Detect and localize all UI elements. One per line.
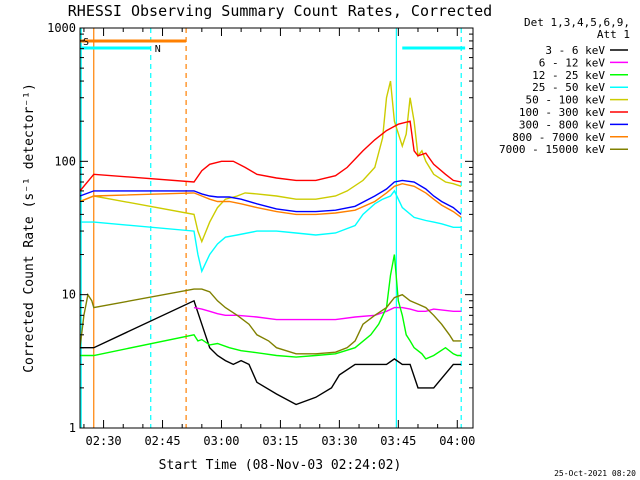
series-line-2 bbox=[80, 254, 462, 360]
series-line-4 bbox=[80, 80, 462, 244]
series-line-0 bbox=[80, 299, 462, 406]
legend-label-6: 300 - 800 keV bbox=[519, 118, 605, 131]
x-tick-label: 03:00 bbox=[203, 434, 239, 448]
flag-label-S: S bbox=[83, 37, 89, 48]
legend-label-3: 25 - 50 keV bbox=[532, 81, 605, 94]
x-tick-label: 02:45 bbox=[144, 434, 180, 448]
legend-label-7: 800 - 7000 keV bbox=[512, 131, 605, 144]
x-tick-label: 03:15 bbox=[262, 434, 298, 448]
x-tick-label: 02:30 bbox=[86, 434, 122, 448]
legend-label-0: 3 - 6 keV bbox=[545, 44, 605, 57]
legend-label-8: 7000 - 15000 keV bbox=[499, 143, 605, 156]
timestamp: 25-Oct-2021 08:20 bbox=[554, 469, 636, 478]
y-tick-label: 100 bbox=[54, 154, 76, 168]
x-tick-label: 03:45 bbox=[380, 434, 416, 448]
plot-frame bbox=[79, 27, 474, 429]
chart-title: RHESSI Observing Summary Count Rates, Co… bbox=[68, 2, 492, 20]
x-tick-label: 03:30 bbox=[321, 434, 357, 448]
y-tick-label: 10 bbox=[62, 288, 76, 302]
legend-label-4: 50 - 100 keV bbox=[526, 94, 606, 107]
series-line-5 bbox=[80, 120, 462, 192]
y-tick-label: 1000 bbox=[47, 21, 76, 35]
series-line-6 bbox=[80, 179, 462, 215]
y-axis-label: Corrected Count Rate (s⁻¹ detector⁻¹) bbox=[22, 83, 37, 373]
legend-header-line-1: Det 1,3,4,5,6,9, bbox=[524, 16, 630, 29]
series-line-3 bbox=[80, 189, 462, 274]
series-line-8 bbox=[80, 288, 462, 355]
x-axis-label: Start Time (08-Nov-03 02:24:02) bbox=[159, 458, 402, 473]
legend-header-line-2: Att 1 bbox=[597, 28, 630, 41]
legend-label-2: 12 - 25 keV bbox=[532, 69, 605, 82]
y-tick-label: 1 bbox=[69, 421, 76, 435]
flag-label-N: N bbox=[155, 44, 161, 55]
legend-label-1: 6 - 12 keV bbox=[539, 56, 606, 69]
legend-label-5: 100 - 300 keV bbox=[519, 106, 605, 119]
series-line-1 bbox=[193, 306, 462, 321]
series-line-7 bbox=[80, 182, 462, 218]
x-tick-label: 04:00 bbox=[439, 434, 475, 448]
